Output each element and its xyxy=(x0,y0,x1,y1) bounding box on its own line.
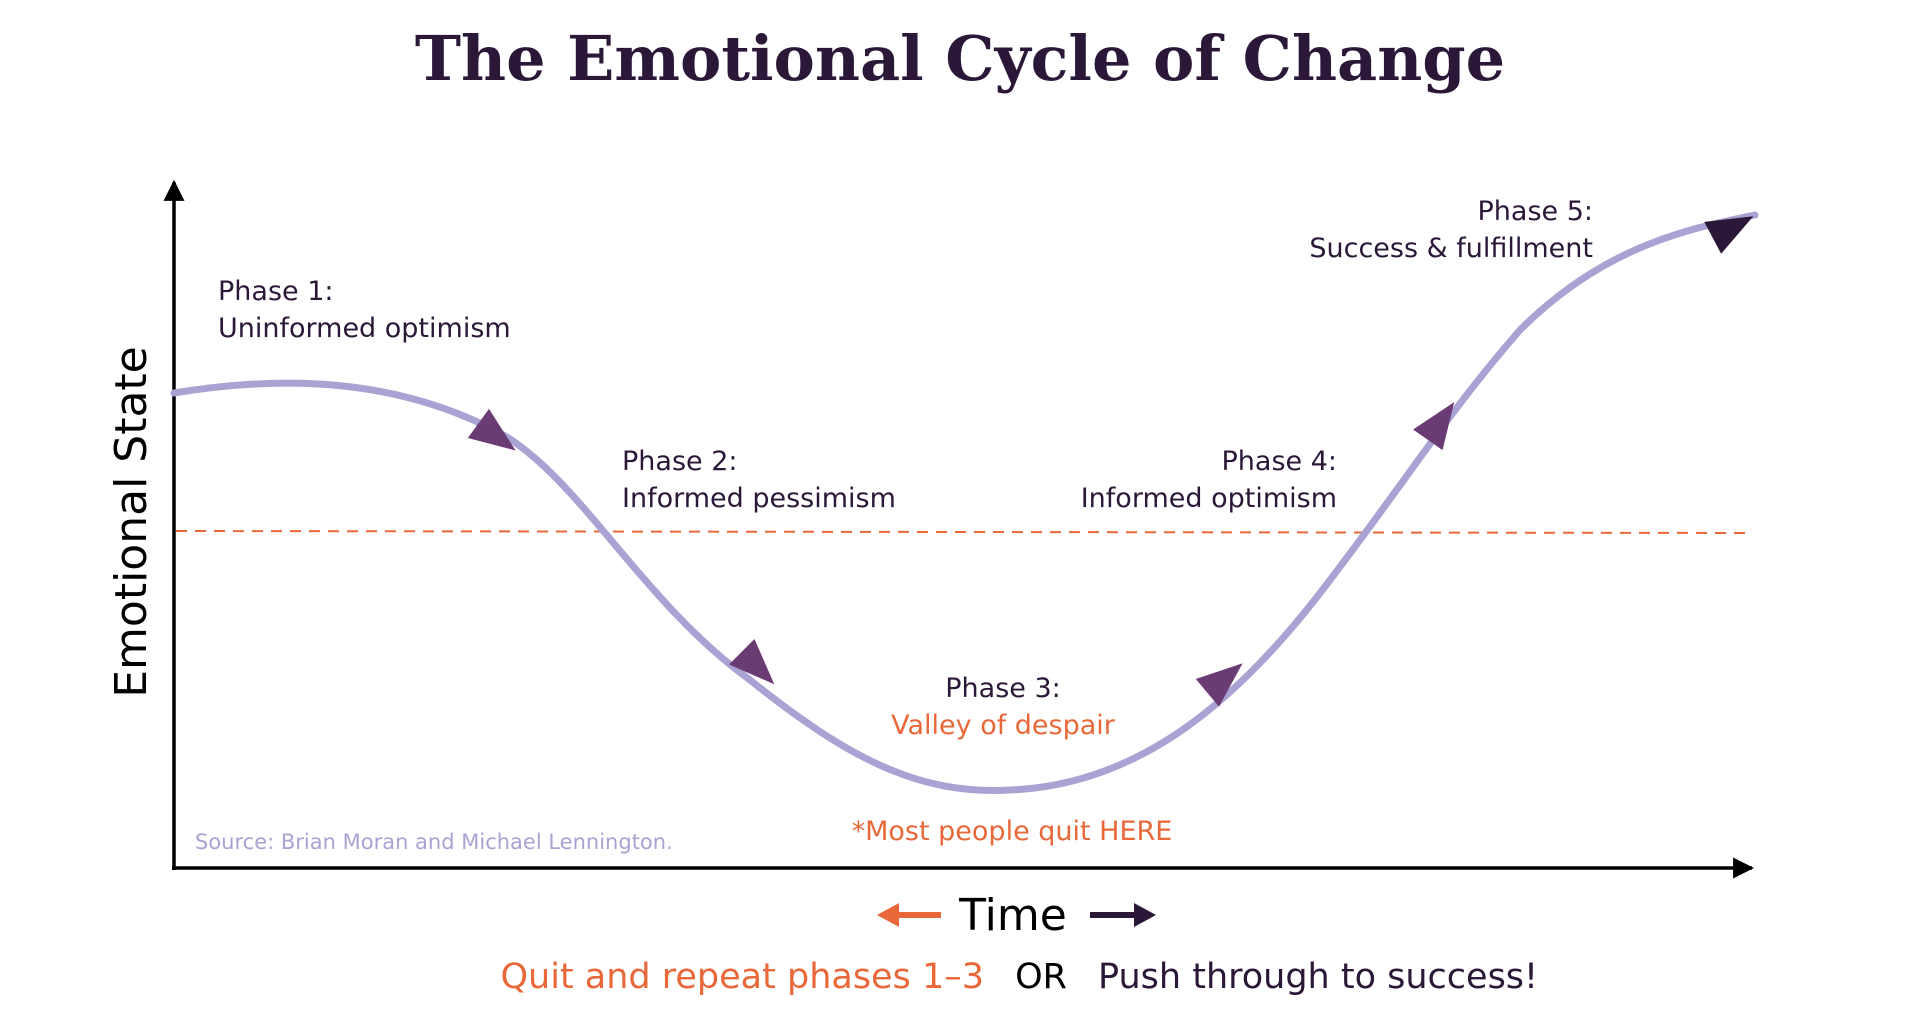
phase-5-label: Phase 5: Success & fulfillment xyxy=(1309,196,1593,264)
x-axis-label: Time xyxy=(958,890,1067,941)
curve-arrow-4 xyxy=(1413,402,1455,451)
phase-5-heading: Phase 5: xyxy=(1478,196,1593,227)
page-title: The Emotional Cycle of Change xyxy=(415,22,1505,95)
curve-arrow-1 xyxy=(467,408,516,451)
phase-1-heading: Phase 1: xyxy=(218,276,333,307)
source-citation: Source: Brian Moran and Michael Lenningt… xyxy=(195,830,673,854)
quit-note: *Most people quit HERE xyxy=(852,816,1173,847)
phase-2-label: Phase 2: Informed pessimism xyxy=(622,446,896,514)
phase-4-heading: Phase 4: xyxy=(1222,446,1337,477)
right-arrow-icon xyxy=(1090,903,1156,927)
phase-4-label: Phase 4: Informed optimism xyxy=(1081,446,1337,514)
time-axis-label-group: Time xyxy=(877,890,1156,941)
phase-3-text: Valley of despair xyxy=(891,710,1116,741)
phase-2-text: Informed pessimism xyxy=(622,483,896,514)
baseline-dashed-line xyxy=(175,530,1753,534)
phase-2-heading: Phase 2: xyxy=(622,446,737,477)
phase-1-text: Uninformed optimism xyxy=(218,313,511,344)
phase-3-heading: Phase 3: xyxy=(945,673,1060,704)
curve-arrow-final xyxy=(1704,216,1754,254)
or-separator: OR xyxy=(1015,957,1067,997)
phase-5-text: Success & fulfillment xyxy=(1309,233,1593,264)
phase-3-label: Phase 3: Valley of despair xyxy=(891,673,1116,741)
curve-arrow-3 xyxy=(1195,663,1243,707)
left-arrow-icon xyxy=(877,903,941,927)
push-option-text: Push through to success! xyxy=(1098,957,1538,997)
curve-arrow-2 xyxy=(729,639,775,685)
footer-options: Quit and repeat phases 1–3 OR Push throu… xyxy=(501,957,1539,997)
phase-1-label: Phase 1: Uninformed optimism xyxy=(218,276,511,344)
quit-option-text: Quit and repeat phases 1–3 xyxy=(501,957,985,997)
phase-4-text: Informed optimism xyxy=(1081,483,1337,514)
emotional-curve xyxy=(170,211,1759,794)
y-axis-label: Emotional State xyxy=(106,346,157,698)
